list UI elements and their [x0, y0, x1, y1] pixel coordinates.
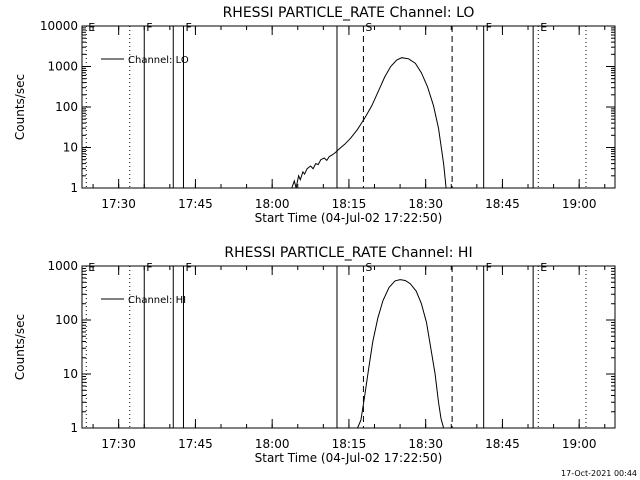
x-axis-label: Start Time (04-Jul-02 17:22:50) — [255, 451, 443, 465]
y-tick-label: 10000 — [40, 19, 78, 33]
legend-label: Channel: LO — [128, 55, 189, 66]
y-tick-label: 100 — [55, 313, 78, 327]
flag-label: F — [185, 21, 191, 34]
flag-label: F — [146, 21, 152, 34]
flag-label: F — [146, 261, 152, 274]
x-tick-label: 18:15 — [332, 437, 367, 451]
series-line — [357, 279, 445, 429]
x-tick-label: 18:00 — [255, 437, 290, 451]
y-tick-label: 1 — [70, 181, 78, 195]
y-tick-label: 100 — [55, 100, 78, 114]
x-tick-label: 18:45 — [485, 197, 520, 211]
y-tick-label: 1 — [70, 421, 78, 435]
flag-label: F — [486, 261, 492, 274]
x-tick-label: 18:00 — [255, 197, 290, 211]
y-tick-label: 1000 — [47, 60, 78, 74]
flag-label: E — [88, 21, 95, 34]
y-axis-label: Counts/sec — [13, 74, 27, 140]
y-tick-label: 10 — [63, 367, 78, 381]
x-tick-label: 17:30 — [101, 437, 136, 451]
flag-label: F — [185, 261, 191, 274]
x-tick-label: 18:30 — [408, 437, 443, 451]
y-tick-label: 10 — [63, 141, 78, 155]
x-tick-label: 17:45 — [178, 437, 213, 451]
plot-frame — [81, 25, 616, 189]
x-tick-label: 19:00 — [562, 197, 597, 211]
flag-label: E — [540, 261, 547, 274]
x-tick-label: 17:30 — [101, 197, 136, 211]
y-axis-label: Counts/sec — [13, 314, 27, 380]
x-tick-label: 17:45 — [178, 197, 213, 211]
flag-label: F — [486, 21, 492, 34]
chart-title: RHESSI PARTICLE_RATE Channel: HI — [224, 245, 472, 261]
flag-label: E — [540, 21, 547, 34]
timestamp: 17-Oct-2021 00:44 — [561, 469, 637, 478]
chart-panel-0: RHESSI PARTICLE_RATE Channel: LO 1 10 100 10… — [13, 5, 616, 225]
plot-frame — [81, 265, 616, 429]
flag-label: S — [365, 261, 372, 274]
x-tick-label: 19:00 — [562, 437, 597, 451]
x-axis-label: Start Time (04-Jul-02 17:22:50) — [255, 211, 443, 225]
y-tick-label: 1000 — [47, 259, 78, 273]
flag-label: S — [365, 21, 372, 34]
flag-label: E — [88, 261, 95, 274]
chart-title: RHESSI PARTICLE_RATE Channel: LO — [223, 5, 475, 21]
chart-panel-1: RHESSI PARTICLE_RATE Channel: HI 1 10 100 10… — [13, 245, 616, 465]
x-tick-label: 18:45 — [485, 437, 520, 451]
legend-label: Channel: HI — [128, 295, 186, 306]
x-tick-label: 18:30 — [408, 197, 443, 211]
x-tick-label: 18:15 — [332, 197, 367, 211]
series-line — [291, 57, 447, 189]
